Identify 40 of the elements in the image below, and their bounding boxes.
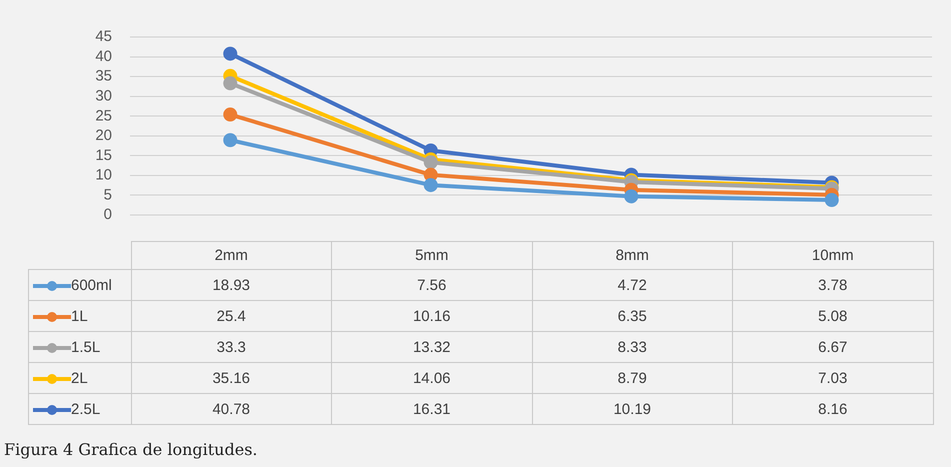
data-label: 3.78 [732, 270, 933, 300]
y-tick-label: 0 [104, 206, 112, 224]
data-label: 8.33 [532, 332, 732, 362]
legend-label: 2.5L [71, 400, 100, 418]
data-label: 7.03 [732, 362, 933, 394]
x-tick-label: 8mm [532, 242, 732, 270]
y-tick-label: 35 [95, 68, 112, 85]
y-tick-label: 15 [95, 146, 112, 164]
data-label: 14.06 [332, 362, 532, 394]
y-tick-label: 45 [95, 28, 112, 46]
x-tick-label: 10mm [732, 242, 933, 270]
y-tick-label: 25 [95, 107, 112, 124]
data-label: 33.3 [131, 332, 332, 362]
y-tick-label: 10 [95, 166, 112, 184]
y-tick-label: 40 [95, 48, 112, 65]
legend-label: 600ml [71, 276, 112, 294]
data-label: 5.08 [732, 300, 933, 332]
data-label: 10.19 [532, 394, 732, 424]
x-tick-label: 5mm [332, 242, 532, 270]
data-label: 40.78 [131, 394, 332, 424]
data-label: 13.32 [332, 332, 532, 362]
y-tick-label: 20 [95, 127, 112, 144]
data-label: 8.16 [732, 394, 933, 424]
data-label: 25.4 [131, 300, 332, 332]
data-label: 6.35 [532, 300, 732, 332]
legend-label: 1L [71, 308, 88, 324]
text: Figura 4 Grafica de longitudes. [4, 440, 258, 459]
legend-label: 2L [71, 370, 88, 386]
data-label: 7.56 [332, 270, 532, 300]
data-label: 8.79 [532, 362, 732, 394]
data-label: 10.16 [332, 300, 532, 332]
data-label: 16.31 [332, 394, 532, 424]
data-label: 35.16 [131, 362, 332, 394]
data-label: 4.72 [532, 270, 732, 300]
x-tick-label: 2mm [131, 242, 332, 270]
y-tick-label: 30 [95, 87, 112, 104]
y-tick-label: 5 [104, 186, 112, 204]
data-label: 18.93 [131, 270, 332, 300]
data-label: 6.67 [732, 332, 933, 362]
legend-label: 1.5L [71, 338, 100, 356]
